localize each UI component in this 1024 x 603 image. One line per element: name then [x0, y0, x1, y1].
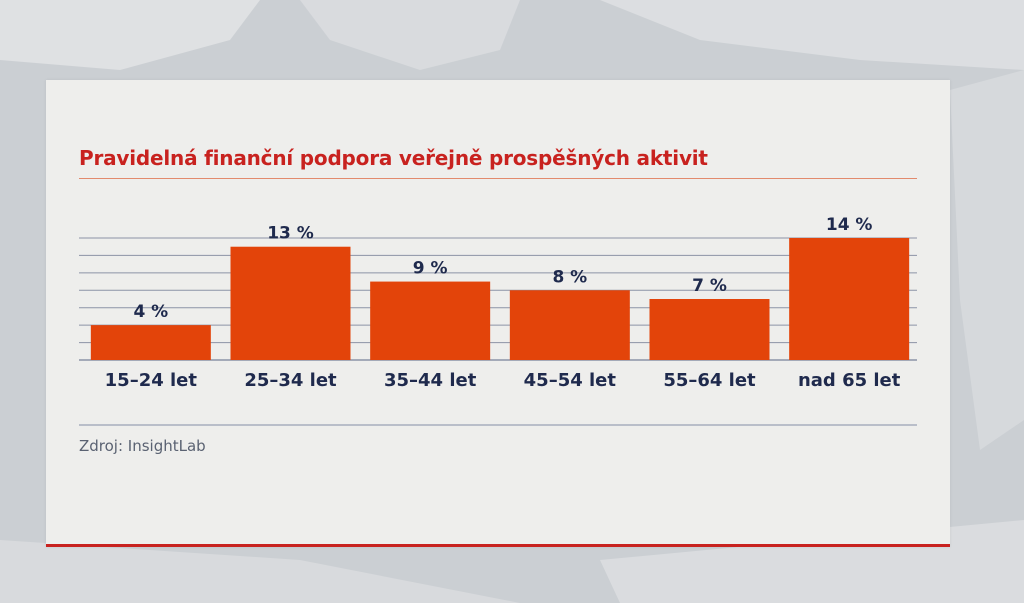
bar: [509, 290, 630, 360]
bar: [90, 325, 211, 360]
bar: [649, 299, 770, 360]
bar: [230, 246, 351, 360]
data-label: 13 %: [267, 224, 314, 244]
data-label: 7 %: [692, 276, 727, 296]
chart-card: Pravidelná finanční podpora veřejně pros…: [46, 80, 950, 547]
data-label: 9 %: [413, 259, 448, 279]
category-label: 55–64 let: [663, 370, 756, 391]
data-label: 8 %: [552, 267, 587, 287]
title-divider: [79, 178, 917, 179]
category-label: 35–44 let: [384, 370, 477, 391]
category-label: 45–54 let: [524, 370, 617, 391]
category-label: 25–34 let: [244, 370, 337, 391]
chart-title: Pravidelná finanční podpora veřejně pros…: [79, 146, 708, 170]
data-label: 14 %: [826, 215, 873, 235]
bar-chart: 4 % 15–24 let 13 % 25–34 let 9 % 35–44 let 8 %…: [79, 215, 917, 426]
category-label: 15–24 let: [105, 370, 198, 391]
category-label: nad 65 let: [798, 370, 901, 391]
source-note: Zdroj: InsightLab: [79, 437, 206, 455]
bar: [789, 238, 910, 360]
data-label: 4 %: [133, 302, 168, 322]
bar: [370, 281, 491, 360]
